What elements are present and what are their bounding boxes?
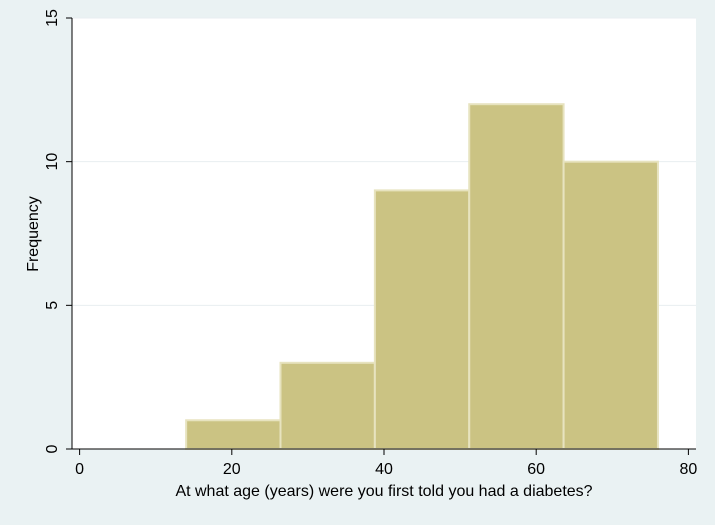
x-tick-label: 80 — [679, 461, 697, 478]
bars — [185, 103, 659, 451]
x-tick-label: 20 — [223, 461, 241, 478]
histogram-bar — [468, 103, 565, 450]
y-tick-label: 15 — [44, 9, 61, 27]
y-tick-label: 10 — [44, 153, 61, 171]
histogram-bar — [185, 419, 282, 450]
y-ticks: 0 5 10 15 — [44, 9, 72, 453]
x-tick-label: 40 — [375, 461, 393, 478]
histogram-bar — [279, 361, 376, 450]
y-tick-label: 5 — [44, 301, 61, 310]
x-axis-title: At what age (years) were you first told … — [175, 483, 592, 500]
x-tick-label: 60 — [527, 461, 545, 478]
x-ticks: 0 20 40 60 80 — [75, 449, 697, 478]
y-axis-title: Frequency — [25, 196, 42, 272]
histogram-bar — [373, 189, 471, 450]
x-tick-label: 0 — [75, 461, 84, 478]
histogram-bar — [562, 160, 659, 451]
y-tick-label: 0 — [44, 444, 61, 453]
